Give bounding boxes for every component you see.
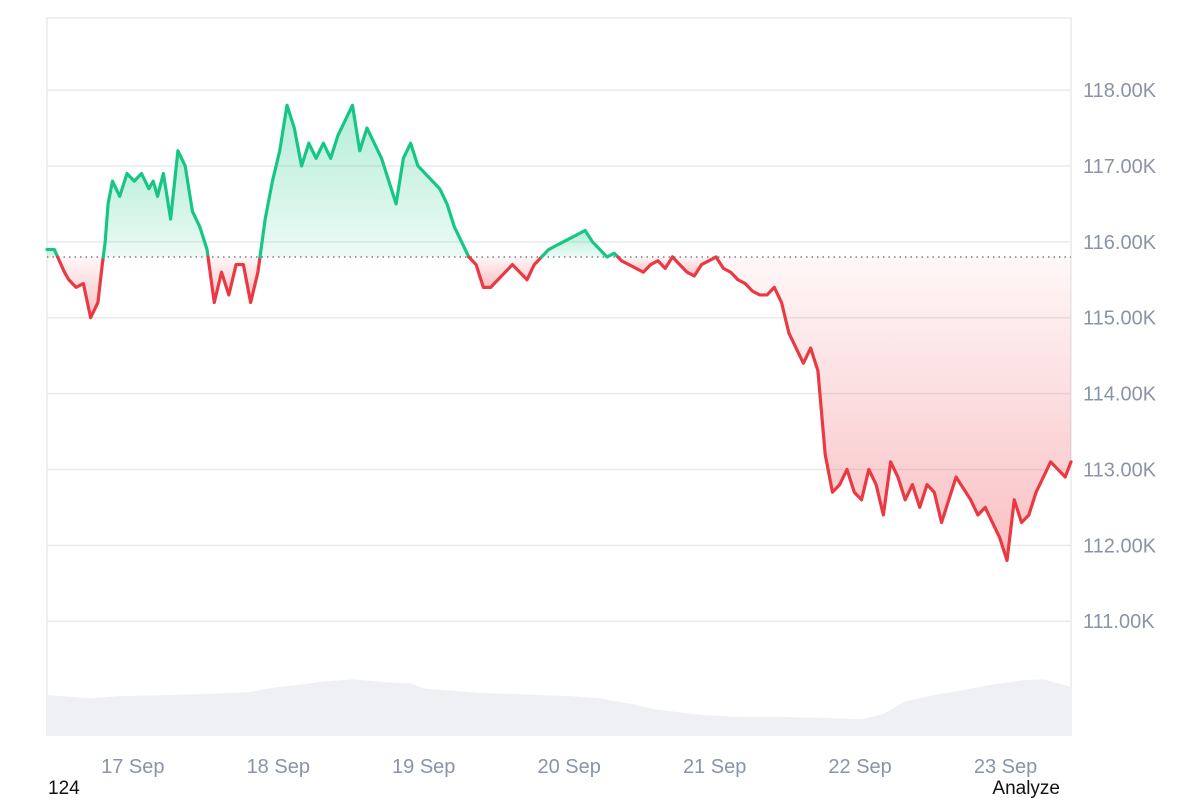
y-axis-ticks: 118.00K 117.00K 116.00K 115.00K 114.00K 113.0… <box>1083 80 1157 633</box>
volume-area <box>47 679 1071 735</box>
x-tick-label: 20 Sep <box>537 756 600 778</box>
y-tick-label: 111.00K <box>1083 611 1155 633</box>
footer-count: 124 <box>48 778 80 799</box>
price-segment-up <box>258 103 471 259</box>
y-tick-label: 117.00K <box>1083 156 1157 178</box>
x-tick-label: 18 Sep <box>247 756 310 778</box>
x-axis-ticks: 17 Sep 18 Sep 19 Sep 20 Sep 21 Sep 22 Sep 23 S… <box>101 756 1037 778</box>
y-tick-label: 112.00K <box>1083 535 1157 557</box>
price-segment-down <box>616 255 675 274</box>
y-tick-label: 114.00K <box>1083 384 1157 406</box>
x-tick-label: 23 Sep <box>974 756 1037 778</box>
fill-below-baseline <box>57 257 104 318</box>
price-segment-down <box>467 255 544 289</box>
price-segment-down <box>56 255 105 320</box>
y-tick-label: 115.00K <box>1083 308 1157 330</box>
y-tick-label: 118.00K <box>1083 80 1157 102</box>
price-fill <box>47 105 1071 561</box>
price-segment-down <box>714 255 1073 563</box>
fill-above-baseline <box>259 105 469 257</box>
y-tick-label: 113.00K <box>1083 459 1157 481</box>
price-segment-down <box>670 255 718 278</box>
y-tick-label: 116.00K <box>1083 232 1157 254</box>
price-segment-up <box>539 228 620 259</box>
analyze-button[interactable]: Analyze <box>992 778 1060 799</box>
volume-shape <box>47 679 1071 735</box>
price-segment-down <box>206 255 262 305</box>
price-line <box>45 103 1073 563</box>
x-tick-label: 22 Sep <box>828 756 891 778</box>
price-segment-up <box>101 149 210 259</box>
fill-below-baseline <box>208 257 260 303</box>
fill-below-baseline <box>716 257 1071 561</box>
fill-below-baseline <box>468 257 542 288</box>
x-tick-label: 19 Sep <box>392 756 455 778</box>
price-segment-up <box>45 247 60 259</box>
x-tick-label: 21 Sep <box>683 756 746 778</box>
x-tick-label: 17 Sep <box>101 756 164 778</box>
